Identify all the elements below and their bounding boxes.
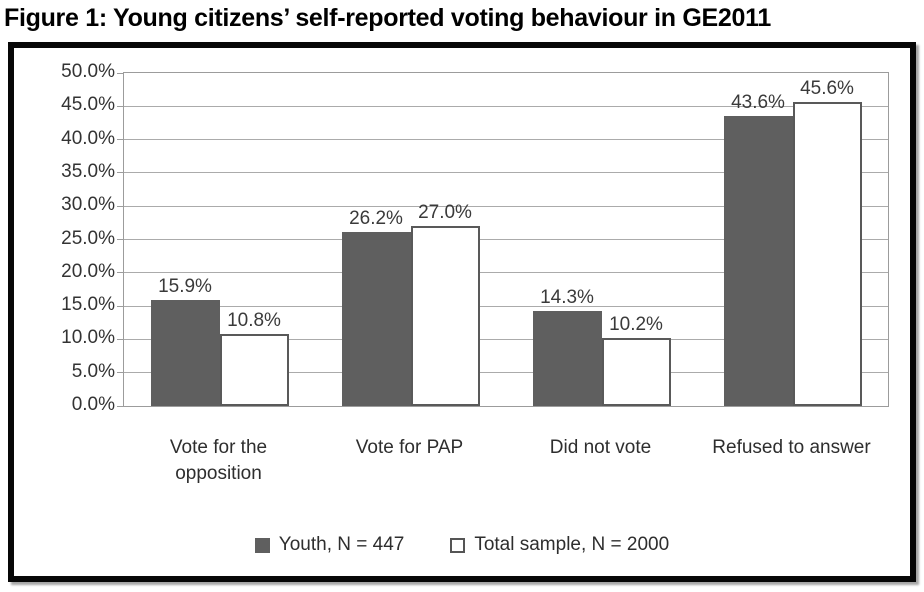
legend-swatch-icon (254, 537, 270, 553)
y-axis-tick (117, 239, 123, 240)
category-label: Vote for the opposition (169, 437, 268, 484)
category-label: Vote for PAP (355, 437, 464, 458)
value-label: 14.3% (540, 286, 594, 308)
bar-total-3 (792, 102, 862, 406)
y-axis-tick (117, 272, 123, 274)
y-axis-tick-label: 40.0% (61, 127, 115, 149)
bar-youth-2 (532, 310, 602, 406)
legend-swatch-icon (450, 537, 466, 553)
chart-frame: 15.9% 26.2% 14.3% 43.6% 10.8% 27.0% 10.2% 45.6%… (8, 42, 916, 582)
y-axis-tick-label: 10.0% (61, 327, 115, 349)
value-label: 45.6% (800, 78, 854, 100)
y-axis-tick (117, 72, 123, 74)
bar-youth-1 (341, 231, 411, 406)
legend: Youth, N = 447 Total sample, N = 2000 (14, 534, 910, 556)
y-axis-tick-label: 30.0% (61, 194, 115, 216)
y-axis-tick-label: 45.0% (61, 94, 115, 116)
gridline (124, 305, 888, 307)
y-axis-tick-label: 20.0% (61, 260, 115, 282)
category-label: Did not vote (549, 437, 652, 458)
x-axis-labels: Vote for the opposition Vote for PAP Did n… (123, 435, 887, 491)
bar-total-0 (219, 334, 289, 406)
y-axis-tick (117, 338, 123, 340)
legend-label: Youth, N = 447 (278, 534, 405, 555)
category-label: Refused to answer (712, 437, 871, 458)
gridline (124, 272, 888, 274)
y-axis-tick-label: 15.0% (61, 294, 115, 316)
y-axis-tick-label: 25.0% (61, 227, 115, 249)
gridline (124, 172, 888, 174)
bar-total-2 (601, 338, 671, 406)
y-axis-tick-label: 0.0% (71, 394, 115, 415)
value-label: 27.0% (418, 202, 472, 224)
y-axis-tick (117, 305, 123, 307)
value-label: 10.8% (227, 310, 281, 332)
legend-item-youth: Youth, N = 447 (254, 534, 405, 556)
gridline (124, 139, 888, 141)
plot-area: 15.9% 26.2% 14.3% 43.6% 10.8% 27.0% 10.2% 45.6% (117, 72, 889, 407)
figure-title: Figure 1: Young citizens’ self-reported … (4, 4, 771, 32)
y-axis-tick (117, 205, 123, 207)
bar-total-1 (410, 226, 480, 406)
legend-label: Total sample, N = 2000 (474, 534, 670, 555)
gridline (124, 239, 888, 240)
y-axis-tick-label: 5.0% (71, 360, 115, 382)
value-label: 15.9% (158, 276, 212, 298)
y-axis-tick (117, 405, 123, 407)
y-axis-tick (117, 139, 123, 141)
value-label: 43.6% (731, 91, 785, 113)
y-axis-tick-label: 35.0% (61, 160, 115, 182)
value-label: 10.2% (609, 314, 663, 336)
value-label: 26.2% (349, 207, 403, 229)
gridline (124, 205, 888, 207)
y-axis-tick (117, 105, 123, 107)
gridline (124, 105, 888, 107)
gridline (124, 338, 888, 340)
bar-youth-0 (150, 300, 220, 406)
y-axis-tick-label: 50.0% (61, 61, 115, 82)
y-axis-tick (117, 372, 123, 374)
y-axis-tick (117, 172, 123, 174)
gridline (124, 372, 888, 374)
legend-item-total-sample: Total sample, N = 2000 (450, 534, 669, 556)
bar-youth-3 (723, 115, 793, 406)
